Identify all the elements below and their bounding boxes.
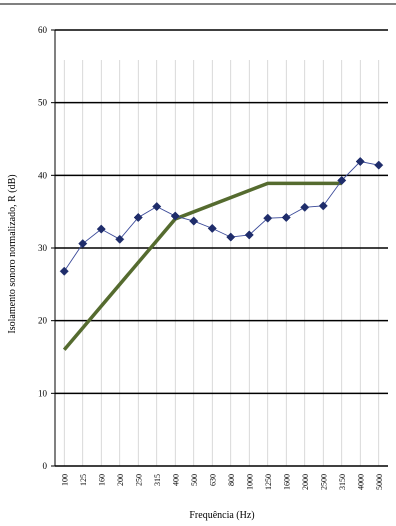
x-tick-label: 315 [153, 474, 162, 486]
x-tick-label: 1250 [264, 474, 273, 490]
data-point-marker [263, 213, 273, 223]
data-point-marker [374, 160, 384, 170]
reference-curve-line [62, 181, 342, 351]
y-tick-label: 50 [38, 98, 48, 108]
data-point-marker [355, 156, 365, 167]
x-tick-label: 2500 [319, 474, 328, 490]
horizontal-gridlines [51, 29, 388, 467]
y-tick-label: 30 [38, 243, 48, 253]
data-point-marker [133, 212, 143, 223]
x-tick-label: 800 [227, 474, 236, 486]
x-tick-label: 125 [79, 474, 88, 486]
x-tick-label: 5000 [375, 474, 384, 490]
x-tick-label: 500 [190, 474, 199, 486]
y-tick-label: 60 [38, 25, 48, 35]
y-tick-label: 10 [38, 388, 48, 398]
measured-series-line [63, 161, 379, 272]
x-tick-labels: 100 125 160 200 250 315 400 500 630 800 1000 1250 16… [60, 474, 384, 490]
reference-curve [62, 181, 342, 351]
vertical-gridlines [63, 60, 380, 466]
x-tick-label: 4000 [356, 474, 365, 490]
x-tick-label: 160 [97, 474, 106, 486]
data-point-marker [96, 224, 106, 234]
x-tick-label: 250 [134, 474, 143, 486]
y-tick-label: 0 [43, 461, 48, 471]
data-point-marker [189, 216, 199, 226]
measured-series [59, 156, 384, 276]
x-tick-label: 1000 [245, 474, 254, 490]
data-point-marker [337, 175, 347, 185]
x-tick-label: 100 [60, 474, 69, 486]
x-tick-label: 200 [116, 474, 125, 486]
data-point-marker [59, 266, 69, 276]
data-point-marker [281, 212, 291, 223]
x-axis-label: Frequência (Hz) [189, 510, 254, 521]
y-axis-label: Isolamento sonoro normalizado, R (dB) [7, 174, 18, 333]
x-tick-label: 2000 [301, 474, 310, 490]
x-tick-label: 630 [208, 474, 217, 486]
x-tick-label: 3150 [338, 474, 347, 490]
data-point-marker [318, 201, 328, 211]
data-point-marker [170, 211, 180, 221]
data-point-marker [207, 223, 217, 233]
data-point-marker [300, 202, 310, 212]
x-tick-label: 1600 [282, 474, 291, 490]
y-tick-labels: 0 10 20 30 40 50 60 [38, 25, 48, 471]
data-point-marker [226, 232, 236, 242]
data-point-marker [152, 202, 162, 212]
y-tick-label: 40 [38, 170, 48, 180]
data-point-marker [78, 239, 88, 249]
x-tick-label: 400 [171, 474, 180, 486]
y-tick-label: 20 [38, 316, 48, 326]
data-point-marker [244, 230, 254, 240]
data-point-marker [115, 234, 125, 244]
